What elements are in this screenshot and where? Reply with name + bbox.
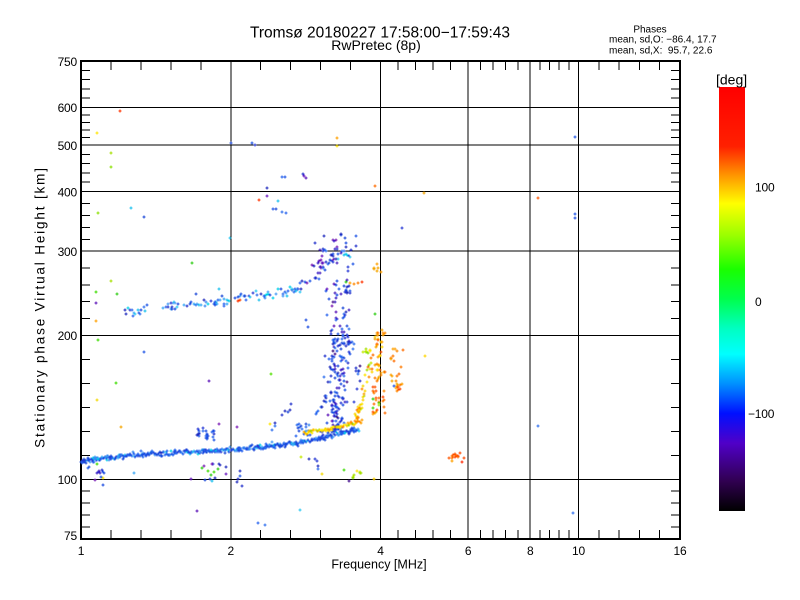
svg-text:Frequency [MHz]: Frequency [MHz] [331,558,426,572]
svg-text:300: 300 [58,245,78,259]
svg-text:2: 2 [228,544,235,558]
svg-text:16: 16 [674,544,687,558]
svg-text:RwPretec (8p): RwPretec (8p) [331,37,420,53]
svg-text:0: 0 [755,295,762,309]
svg-text:100: 100 [58,473,78,487]
svg-text:600: 600 [58,101,78,115]
svg-text:750: 750 [58,55,78,69]
svg-text:75: 75 [64,529,77,543]
svg-text:400: 400 [58,185,78,199]
svg-text:10: 10 [572,544,585,558]
svg-text:1: 1 [78,544,85,558]
svg-text:Stationary phase Virtual Heigh: Stationary phase Virtual Height [km] [33,166,48,448]
svg-text:mean, sd,X: 95.7, 22.6: mean, sd,X: 95.7, 22.6 [609,45,713,56]
svg-text:6: 6 [465,544,472,558]
svg-text:100: 100 [755,181,775,195]
svg-text:mean, sd,O: −86.4, 17.7: mean, sd,O: −86.4, 17.7 [609,34,717,45]
svg-text:4: 4 [377,544,384,558]
svg-text:[deg]: [deg] [716,72,747,88]
svg-text:500: 500 [58,139,78,153]
svg-text:−100: −100 [748,407,775,421]
svg-text:Tromsø 20180227 17:58:00−17:59: Tromsø 20180227 17:58:00−17:59:43 [250,24,510,41]
svg-text:8: 8 [527,544,534,558]
svg-text:Phases: Phases [633,24,666,35]
svg-text:200: 200 [58,329,78,343]
